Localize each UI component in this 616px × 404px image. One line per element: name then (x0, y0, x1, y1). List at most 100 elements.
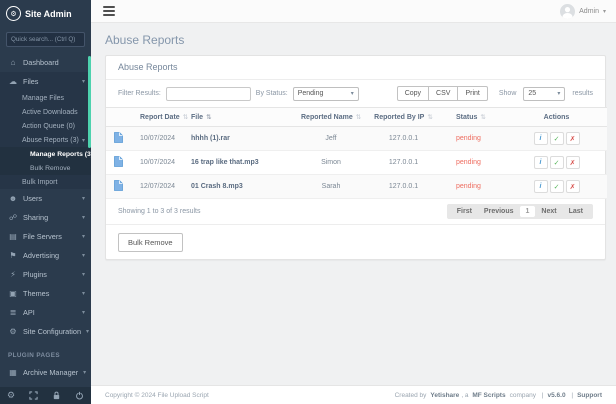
settings-gear-icon[interactable]: ⚙ (6, 390, 16, 400)
chevron-down-icon: ▾ (350, 91, 354, 97)
sidebar: ⚙ Site Admin ⌂ Dashboard ☁ Files ▾ Manag… (0, 0, 91, 404)
page-length-select[interactable]: 25 ▾ (523, 86, 566, 101)
file-link[interactable]: 01 Crash 8.mp3 (181, 174, 301, 199)
sidebar-scrollbar[interactable] (88, 56, 91, 148)
file-type-icon (106, 174, 130, 199)
sidebar-item-advertising[interactable]: ⚑ Advertising ▾ (9, 251, 85, 260)
sidebar-item-dashboard[interactable]: ⌂ Dashboard (0, 53, 91, 72)
server-icon: ▤ (9, 232, 17, 241)
pagination-last[interactable]: Last (568, 208, 583, 215)
lock-icon[interactable] (52, 391, 61, 400)
status-filter-select[interactable]: Pending ▾ (292, 86, 359, 101)
sidebar-item-manage-reports[interactable]: Manage Reports (3) (30, 150, 91, 158)
approve-button[interactable]: ✓ (549, 132, 564, 145)
chevron-down-icon: ▾ (602, 8, 606, 15)
sidebar-item-files[interactable]: ☁ Files ▾ (0, 72, 91, 91)
filter-results-input[interactable] (165, 86, 251, 101)
status-badge: pending (446, 150, 506, 175)
pagination-current-page[interactable]: 1 (519, 206, 536, 217)
files-submenu: Manage Files Active Downloads Action Que… (0, 91, 91, 189)
pagination-previous[interactable]: Previous (483, 208, 514, 215)
sidebar-item-active-downloads[interactable]: Active Downloads (22, 108, 78, 116)
chevron-down-icon: ▾ (81, 253, 85, 259)
sidebar-item-archive-manager[interactable]: ▦ Archive Manager ▾ (9, 368, 87, 377)
export-button-group: Copy CSV Print (396, 86, 488, 101)
file-header[interactable]: File ⇅ (181, 107, 301, 127)
file-type-icon (106, 126, 130, 151)
sidebar-item-sharing[interactable]: ☍ Sharing ▾ (8, 213, 85, 222)
sort-icon: ⇅ (480, 114, 486, 121)
sidebar-item-bulk-remove[interactable]: Bulk Remove (30, 164, 71, 172)
actions-cell: i ✓ ✗ (506, 174, 607, 199)
sidebar-item-themes[interactable]: ▣ Themes ▾ (9, 289, 85, 298)
sidebar-item-action-queue[interactable]: Action Queue (0) (22, 122, 75, 130)
table-row: 10/07/2024 16 trap like that.mp3 Simon 1… (106, 150, 607, 175)
fullscreen-icon[interactable] (29, 391, 38, 400)
pagination-next[interactable]: Next (541, 208, 557, 215)
chevron-down-icon: ▾ (81, 310, 85, 316)
chevron-down-icon: ▾ (81, 234, 85, 240)
sidebar-item-abuse-reports[interactable]: Abuse Reports (3) ▾ (22, 136, 85, 144)
csv-button[interactable]: CSV (428, 86, 459, 101)
print-button[interactable]: Print (457, 86, 488, 101)
sidebar-item-site-configuration[interactable]: ⚙ Site Configuration ▾ (9, 327, 90, 336)
copy-button[interactable]: Copy (396, 86, 430, 101)
by-status-label: By Status: (255, 90, 288, 97)
table-footer: Showing 1 to 3 of 3 results First Previo… (106, 199, 605, 224)
support-link[interactable]: Support (577, 391, 602, 399)
pagination: First Previous 1 Next Last (446, 204, 593, 219)
icon-column-header (106, 107, 130, 127)
approve-button[interactable]: ✓ (549, 156, 564, 169)
panel-footer: Bulk Remove (106, 224, 605, 259)
report-date-header[interactable]: Report Date ⇅ (130, 107, 188, 127)
pagination-first[interactable]: First (456, 208, 472, 215)
info-button[interactable]: i (533, 156, 548, 169)
status-badge: pending (446, 174, 506, 199)
abuse-reports-submenu: Manage Reports (3) Bulk Remove (0, 147, 91, 175)
remove-button[interactable]: ✗ (565, 156, 580, 169)
vendor-link[interactable]: Yetishare (430, 391, 460, 399)
reported-by-ip-header[interactable]: Reported By IP ⇅ (361, 107, 446, 127)
share-icon: ☍ (8, 213, 18, 222)
user-label: Admin (579, 7, 599, 15)
file-link[interactable]: hhhh (1).rar (181, 126, 301, 151)
sidebar-item-file-servers[interactable]: ▤ File Servers ▾ (9, 232, 85, 241)
reported-name-header[interactable]: Reported Name ⇅ (301, 107, 362, 127)
table-row: 10/07/2024 hhhh (1).rar Jeff 127.0.0.1 p… (106, 126, 607, 151)
sidebar-item-plugins[interactable]: ⚡ Plugins ▾ (0, 265, 91, 284)
actions-header: Actions (506, 107, 607, 127)
main-area: Admin ▾ Abuse Reports Abuse Reports Filt… (91, 0, 616, 404)
sort-icon: ⇅ (355, 114, 362, 121)
sidebar-item-api[interactable]: ≣ API ▾ (9, 308, 85, 317)
quick-search-input[interactable] (6, 32, 85, 47)
menu-toggle-button[interactable] (101, 2, 117, 20)
approve-button[interactable]: ✓ (549, 180, 564, 193)
site-admin-logo-icon: ⚙ (6, 6, 21, 21)
report-date-cell: 10/07/2024 (130, 126, 181, 151)
info-button[interactable]: i (533, 180, 548, 193)
info-button[interactable]: i (533, 132, 548, 145)
remove-button[interactable]: ✗ (565, 180, 580, 193)
status-header[interactable]: Status ⇅ (446, 107, 506, 127)
archive-icon: ▦ (9, 368, 17, 377)
topbar: Admin ▾ (91, 0, 616, 23)
sidebar-item-users[interactable]: ☻ Users ▾ (8, 194, 85, 203)
file-link[interactable]: 16 trap like that.mp3 (181, 150, 301, 175)
user-menu[interactable]: Admin ▾ (560, 3, 606, 19)
reported-by-ip-cell: 127.0.0.1 (361, 126, 446, 151)
report-date-cell: 12/07/2024 (130, 174, 181, 199)
brand-link[interactable]: MF Scripts (472, 391, 506, 399)
users-icon: ☻ (8, 194, 18, 203)
bulk-remove-button[interactable]: Bulk Remove (118, 233, 183, 252)
table-row: 12/07/2024 01 Crash 8.mp3 Sarah 127.0.0.… (106, 174, 607, 199)
sidebar-item-manage-files[interactable]: Manage Files (22, 94, 65, 102)
power-icon[interactable] (75, 391, 84, 400)
remove-button[interactable]: ✗ (565, 132, 580, 145)
reported-by-ip-cell: 127.0.0.1 (361, 150, 446, 175)
reported-name-cell: Sarah (301, 174, 361, 199)
sidebar-item-bulk-import[interactable]: Bulk Import (22, 178, 58, 186)
sort-icon: ⇅ (182, 114, 189, 121)
file-type-icon (106, 150, 130, 175)
filter-results-label: Filter Results: (118, 90, 161, 97)
chevron-down-icon: ▾ (81, 215, 85, 221)
